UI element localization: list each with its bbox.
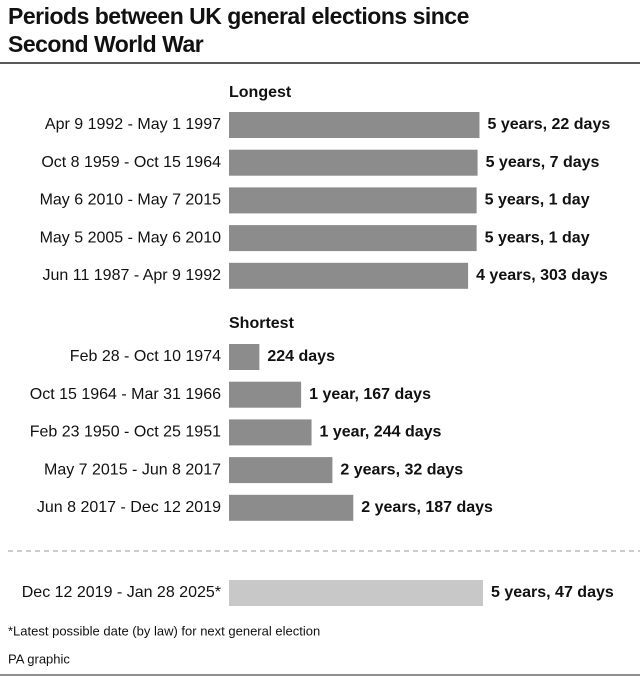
value-label: 5 years, 1 day (485, 229, 590, 246)
bar (229, 381, 302, 408)
category-label: May 6 2010 - May 7 2015 (40, 192, 222, 209)
value-label: 4 years, 303 days (476, 267, 608, 284)
chart-title: Periods between UK general elections sin… (8, 3, 469, 57)
bar (229, 580, 483, 606)
value-label: 5 years, 7 days (486, 154, 600, 171)
value-label: 224 days (267, 348, 335, 365)
category-label: Oct 8 1959 - Oct 15 1964 (41, 154, 221, 171)
category-label: May 5 2005 - May 6 2010 (40, 229, 222, 246)
footnote: *Latest possible date (by law) for next … (8, 623, 320, 638)
category-label: Dec 12 2019 - Jan 28 2025* (22, 584, 221, 601)
group-heading: Shortest (229, 315, 295, 332)
bar (229, 457, 333, 484)
value-label: 2 years, 32 days (340, 461, 463, 478)
value-label: 1 year, 244 days (320, 424, 442, 441)
bar (229, 112, 480, 138)
bar (229, 344, 260, 370)
value-label: 1 year, 167 days (309, 386, 431, 403)
category-label: Oct 15 1964 - Mar 31 1966 (30, 386, 221, 403)
value-label: 5 years, 22 days (487, 116, 610, 133)
category-label: Jun 11 1987 - Apr 9 1992 (42, 267, 221, 284)
group-heading: Longest (229, 84, 292, 101)
bar (229, 225, 477, 252)
bar (229, 149, 478, 176)
category-label: Feb 28 - Oct 10 1974 (70, 348, 221, 365)
bar (229, 187, 477, 214)
value-label: 5 years, 47 days (491, 584, 614, 601)
category-label: May 7 2015 - Jun 8 2017 (44, 461, 221, 478)
bar (229, 262, 469, 289)
category-label: Feb 23 1950 - Oct 25 1951 (30, 424, 221, 441)
bar (229, 419, 312, 446)
category-label: Jun 8 2017 - Dec 12 2019 (37, 499, 221, 516)
source: PA graphic (8, 651, 70, 666)
category-label: Apr 9 1992 - May 1 1997 (45, 116, 221, 133)
value-label: 2 years, 187 days (361, 499, 493, 516)
value-label: 5 years, 1 day (485, 192, 590, 209)
bar (229, 494, 354, 521)
